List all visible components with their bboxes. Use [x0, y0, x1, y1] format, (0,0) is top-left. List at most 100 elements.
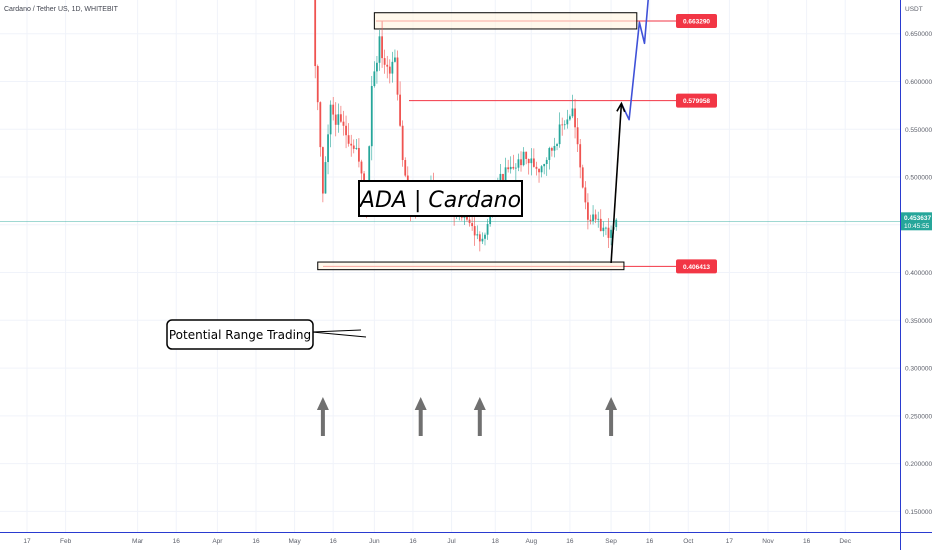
candle-body: [358, 147, 360, 162]
candle-body: [563, 124, 566, 126]
candle-body: [592, 214, 594, 221]
candle-body: [587, 202, 589, 220]
candle-body: [550, 148, 553, 151]
x-tick-label: Jul: [447, 538, 456, 545]
support-arrow: [605, 397, 618, 436]
current-price-value: 0.453637: [904, 215, 931, 222]
candle-body: [561, 124, 564, 126]
candle-body: [605, 227, 607, 229]
candle-body: [558, 124, 561, 145]
candle-body: [574, 108, 576, 128]
callout-annotation: Potential Range Trading: [166, 319, 367, 350]
candle-body: [319, 102, 322, 148]
x-tick-label: Dec: [839, 538, 851, 545]
candle-body: [548, 148, 551, 160]
support-arrow: [316, 397, 329, 436]
candle-body: [520, 159, 522, 166]
candle-body: [381, 36, 383, 59]
candle-body: [535, 166, 538, 169]
title-annotation: ADA | Cardano: [358, 180, 523, 217]
candle-body: [486, 224, 489, 235]
candle-body: [597, 218, 600, 220]
candle-body: [373, 71, 376, 87]
candle-body: [584, 187, 587, 203]
candle-body: [478, 234, 481, 242]
x-tick-label: 18: [492, 538, 500, 545]
callout-leader: [311, 331, 367, 338]
price-level-box: [676, 93, 717, 108]
x-tick-label: Aug: [526, 538, 538, 545]
candle-body: [324, 162, 327, 194]
candle-body: [468, 219, 471, 224]
range-zones: [317, 12, 638, 271]
support-arrow: [414, 397, 427, 436]
candle-body: [332, 104, 335, 115]
range-zone: [373, 12, 638, 30]
candle-body: [532, 158, 535, 167]
x-tick-label: 16: [409, 538, 417, 545]
candle-body: [566, 119, 569, 125]
candle-body: [525, 151, 528, 159]
x-tick-label: Mar: [132, 538, 144, 545]
candle-body: [337, 114, 340, 125]
y-tick-label: 0.350000: [905, 318, 932, 325]
candle-body: [404, 160, 407, 176]
x-tick-label: 16: [566, 538, 574, 545]
candle-body: [489, 213, 492, 225]
candle-body: [476, 234, 479, 236]
y-tick-label: 0.250000: [905, 413, 932, 420]
candle-body: [504, 167, 507, 181]
price-level-label: 0.663290: [683, 19, 710, 26]
candle-body: [394, 57, 396, 62]
candle-body: [502, 173, 504, 181]
candle-body: [314, 0, 317, 67]
candle-body: [383, 58, 386, 65]
candle-body: [594, 214, 597, 220]
y-tick-label: 0.150000: [905, 509, 932, 516]
x-tick-label: Nov: [762, 538, 774, 545]
candle-body: [540, 166, 543, 173]
candle-body: [378, 36, 381, 63]
candle-body: [484, 234, 486, 239]
candle-body: [386, 64, 389, 67]
candle-body: [329, 104, 332, 135]
candle-body: [576, 127, 579, 145]
support-arrow: [473, 397, 486, 436]
candle-body: [471, 223, 474, 227]
candle-body: [527, 158, 530, 164]
candle-body: [360, 161, 363, 174]
callout-box: [166, 319, 314, 350]
candle-body: [473, 226, 476, 236]
projection-black: [610, 103, 623, 264]
candle-body: [615, 219, 618, 228]
y-tick-label: 0.300000: [905, 366, 932, 373]
x-tick-label: 17: [726, 538, 734, 545]
time-axis: 17 Feb Mar 16 Apr 16 May 16 Jun 16 Jul 18 Aug 16 Sep 16…: [23, 538, 851, 545]
candle-body: [543, 164, 546, 167]
candle-body: [512, 166, 515, 169]
x-tick-label: Apr: [212, 538, 223, 545]
price-level-label: 0.406413: [683, 264, 710, 271]
candles: [314, 0, 618, 252]
candle-body: [391, 61, 394, 74]
projection-blue: [620, 0, 649, 121]
candle-body: [507, 167, 510, 170]
candle-body: [355, 147, 358, 149]
x-tick-label: 16: [252, 538, 260, 545]
x-tick-label: 16: [330, 538, 338, 545]
candle-body: [530, 158, 533, 164]
candle-body: [545, 159, 548, 165]
candle-body: [610, 229, 612, 238]
candle-body: [509, 166, 512, 170]
candle-body: [581, 167, 584, 188]
candle-body: [352, 145, 355, 149]
candle-body: [569, 116, 571, 120]
y-tick-label: 0.650000: [905, 31, 932, 38]
y-tick-label: 0.500000: [905, 175, 932, 182]
x-tick-label: Oct: [683, 538, 693, 545]
x-tick-label: Feb: [60, 538, 72, 545]
currency-label: USDT: [905, 6, 923, 13]
